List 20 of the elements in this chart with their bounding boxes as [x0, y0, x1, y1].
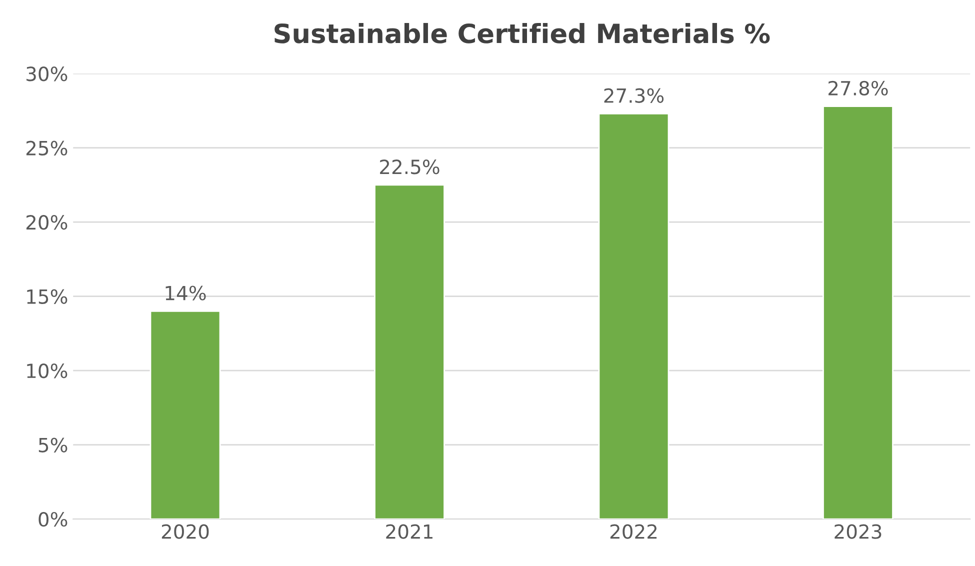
- x-tick-label: 2022: [610, 524, 657, 539]
- bar: [374, 184, 445, 520]
- y-tick-label: 15%: [27, 289, 68, 304]
- x-tick-label: 2021: [386, 524, 432, 539]
- y-tick-label: 25%: [26, 140, 68, 156]
- data-label: 27.8%: [828, 80, 888, 96]
- y-tick-label: 5%: [38, 438, 68, 452]
- y-tick-label: 0%: [38, 512, 68, 527]
- y-tick-label: 10%: [27, 363, 68, 378]
- data-label: 27.3%: [604, 88, 664, 103]
- y-tick-label: 20%: [26, 215, 68, 230]
- bar: [822, 106, 894, 520]
- data-label: 22.5%: [380, 160, 440, 174]
- bar: [598, 112, 670, 520]
- data-label: 14%: [166, 286, 206, 300]
- y-tick-label: 30%: [26, 66, 68, 82]
- x-tick-label: 2020: [162, 524, 209, 539]
- x-tick-label: 2023: [834, 524, 882, 539]
- bar: [150, 310, 221, 520]
- chart-title: Sustainable Certified Materials %: [274, 22, 770, 44]
